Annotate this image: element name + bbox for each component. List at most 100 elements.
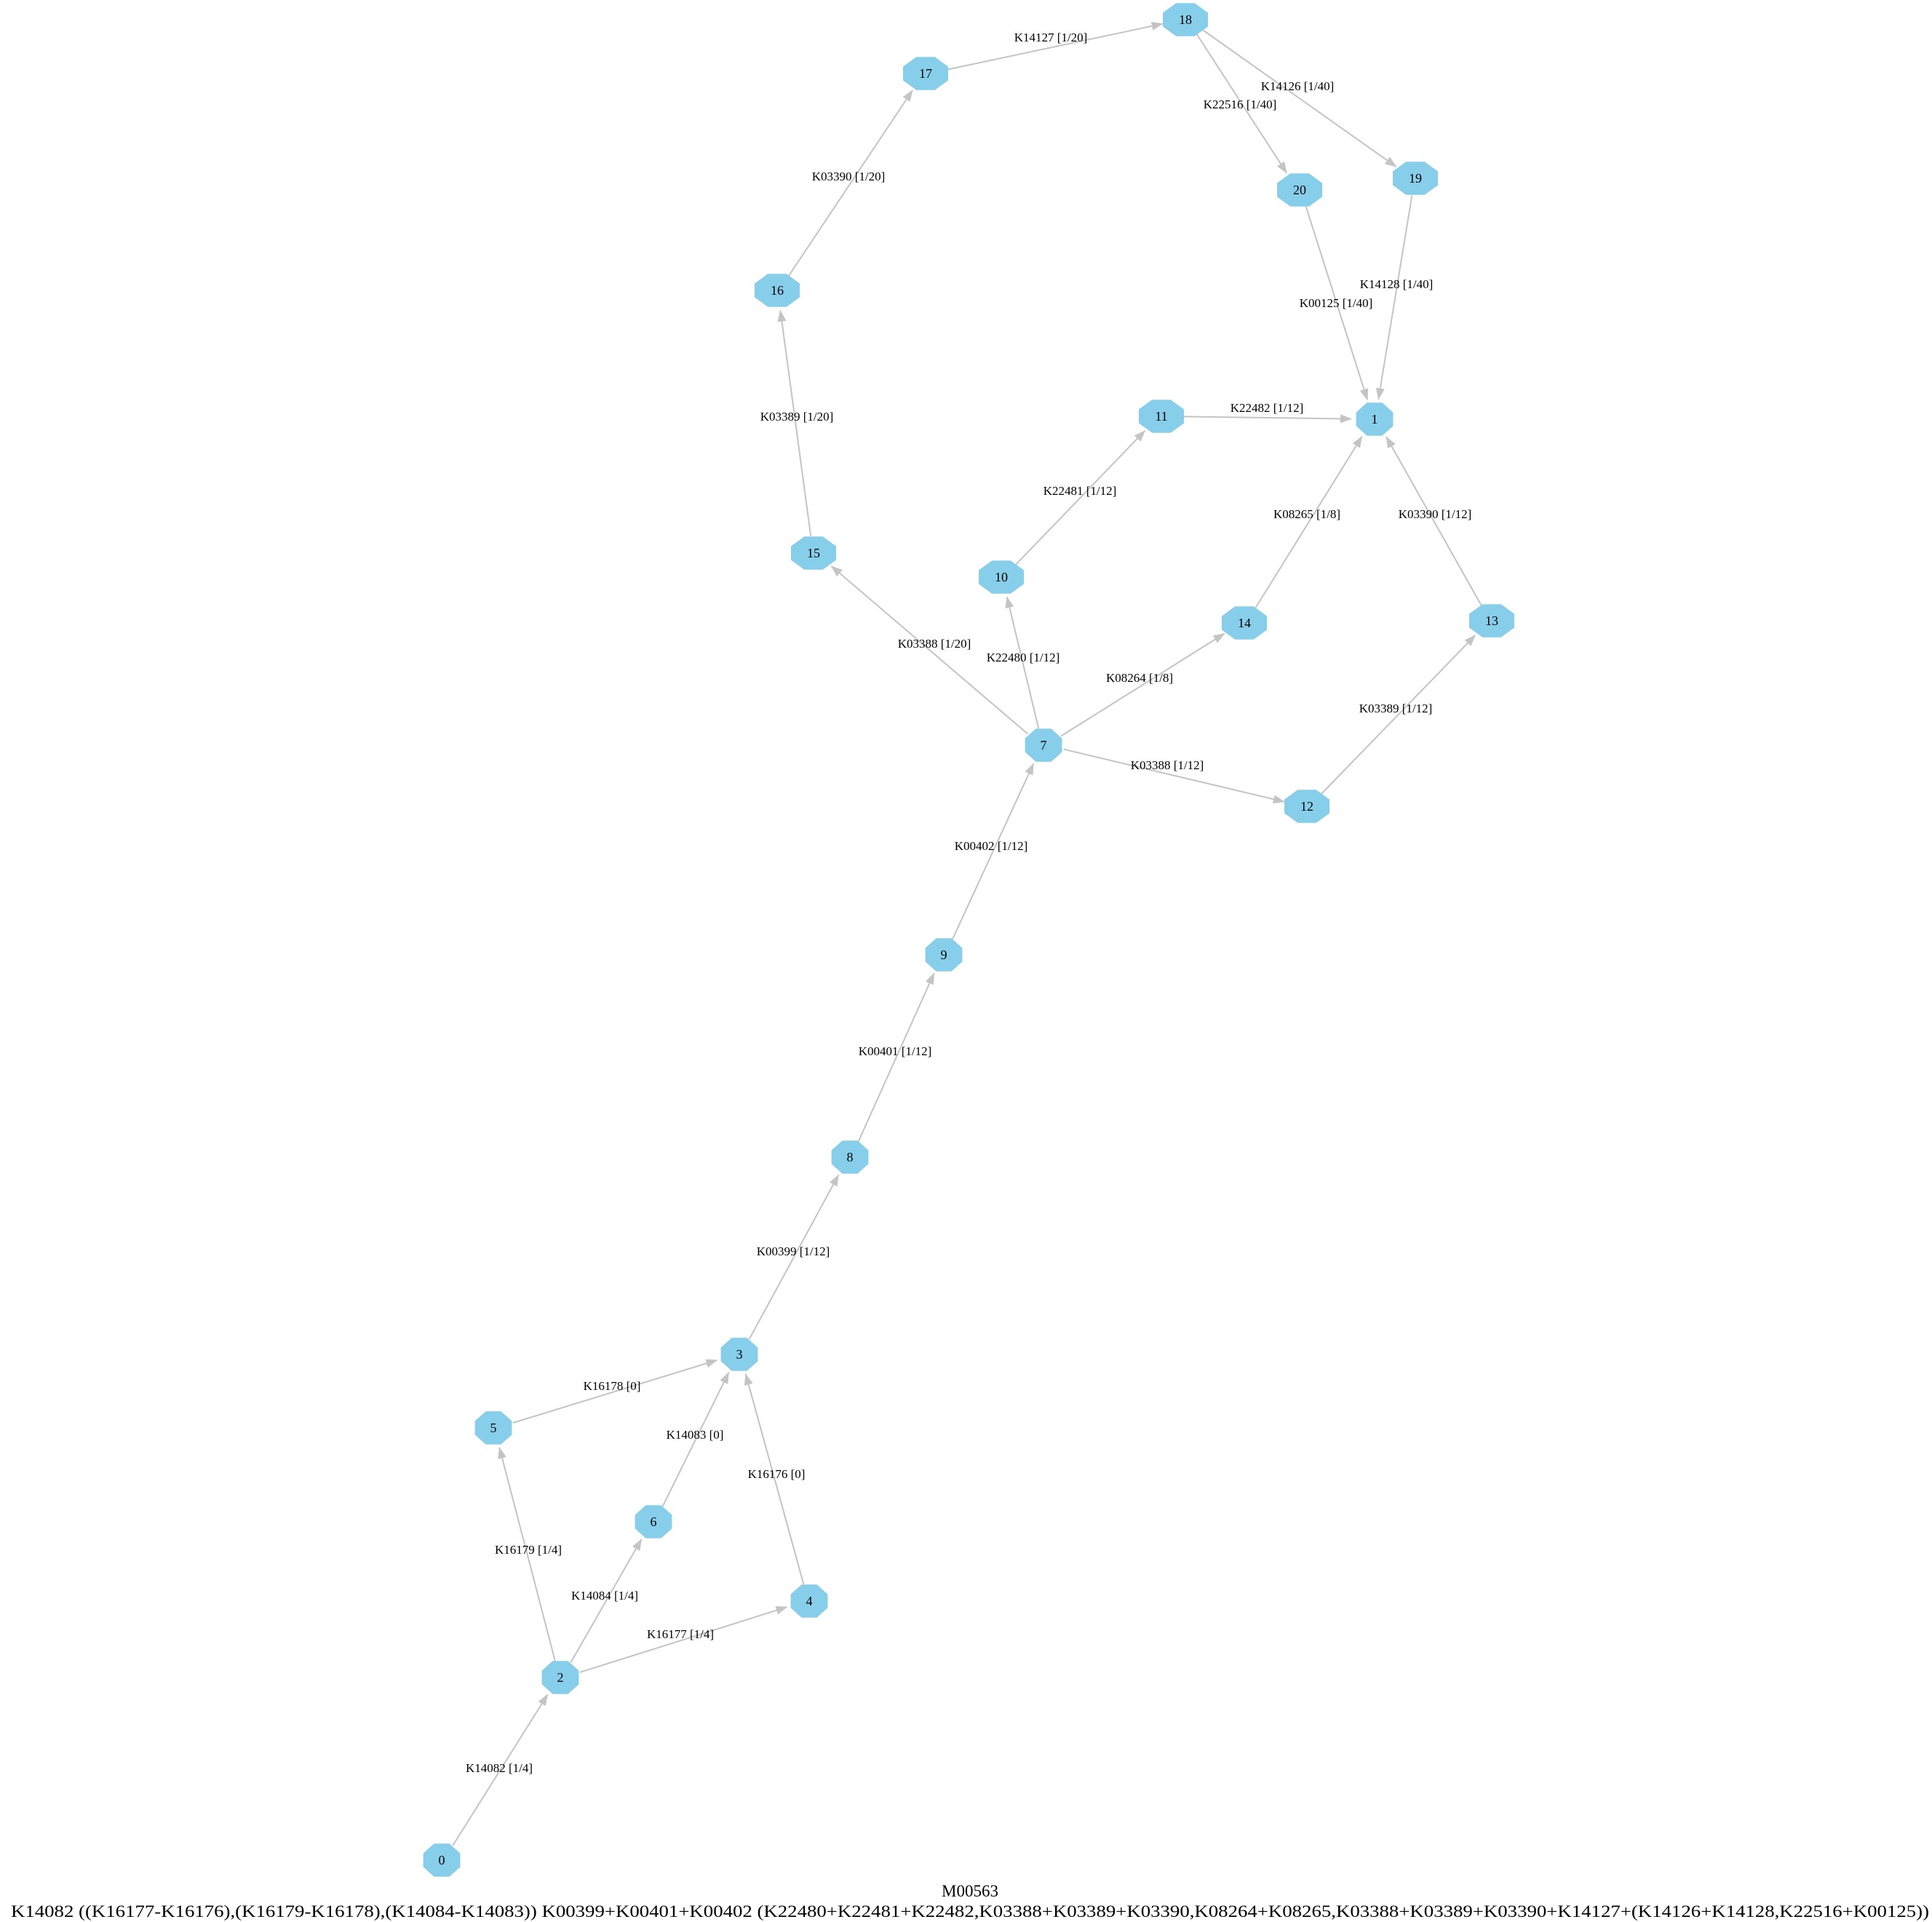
edge-7-14 <box>1060 632 1225 737</box>
edge-label-13-1: K03390 [1/12] <box>1399 507 1472 521</box>
node-shape-15 <box>791 536 836 570</box>
node-shape-4 <box>790 1584 828 1618</box>
edge-17-18 <box>945 21 1164 71</box>
node-label-6: 6 <box>651 1514 657 1529</box>
node-shape-19 <box>1393 162 1438 195</box>
edge-label-20-1: K00125 [1/40] <box>1300 296 1373 310</box>
node-label-10: 10 <box>995 570 1008 584</box>
node-shape-17 <box>903 57 948 90</box>
node-label-17: 17 <box>919 66 932 81</box>
edges <box>452 21 1482 1846</box>
node-label-20: 20 <box>1293 183 1306 197</box>
node-18: 18 <box>1163 3 1208 36</box>
edge-19-1 <box>1375 195 1413 400</box>
edge-label-6-3: K14083 [0] <box>667 1428 724 1442</box>
node-20: 20 <box>1277 173 1322 207</box>
node-2: 2 <box>541 1661 579 1694</box>
node-label-3: 3 <box>736 1347 743 1362</box>
edge-label-19-1: K14128 [1/40] <box>1360 277 1434 291</box>
node-label-8: 8 <box>847 1150 854 1164</box>
edge-label-15-16: K03389 [1/20] <box>760 410 834 424</box>
edge-18-19 <box>1201 28 1397 167</box>
node-label-0: 0 <box>439 1853 445 1867</box>
edge-label-7-10: K22480 [1/12] <box>987 651 1060 664</box>
edge-label-3-8: K00399 [1/12] <box>757 1244 830 1258</box>
edge-label-2-6: K14084 [1/4] <box>571 1589 638 1603</box>
node-shape-13 <box>1469 604 1514 638</box>
node-label-1: 1 <box>1372 412 1378 426</box>
edge-12-13 <box>1321 635 1476 795</box>
edge-18-20 <box>1196 33 1288 174</box>
edge-8-9 <box>857 972 935 1142</box>
node-shape-9 <box>925 938 963 972</box>
node-11: 11 <box>1139 400 1184 433</box>
node-shape-5 <box>474 1411 512 1445</box>
node-8: 8 <box>831 1140 869 1174</box>
edge-6-3 <box>661 1372 730 1507</box>
edge-2-4 <box>579 1606 788 1673</box>
edge-label-11-1: K22482 [1/12] <box>1231 401 1304 415</box>
node-4: 4 <box>790 1584 828 1618</box>
edge-label-14-1: K08265 [1/8] <box>1273 507 1340 521</box>
node-shape-1 <box>1356 402 1394 436</box>
node-label-13: 13 <box>1485 613 1498 628</box>
node-label-15: 15 <box>807 546 820 560</box>
node-14: 14 <box>1222 606 1267 640</box>
node-label-12: 12 <box>1300 799 1313 814</box>
edge-7-15 <box>830 565 1029 735</box>
edge-label-2-4: K16177 [1/4] <box>647 1627 714 1641</box>
node-0: 0 <box>423 1843 461 1877</box>
edge-label-18-19: K14126 [1/40] <box>1261 79 1335 93</box>
edge-label-17-18: K14127 [1/20] <box>1014 31 1088 44</box>
edge-4-3 <box>744 1373 805 1585</box>
node-label-11: 11 <box>1155 409 1167 424</box>
node-shape-6 <box>635 1505 672 1538</box>
edge-11-1 <box>1181 414 1353 424</box>
edge-label-5-3: K16178 [0] <box>584 1379 641 1393</box>
edge-0-2 <box>452 1693 549 1846</box>
edge-13-1 <box>1386 436 1482 606</box>
edge-2-6 <box>570 1538 643 1663</box>
node-label-7: 7 <box>1041 738 1047 752</box>
edge-label-9-7: K00402 [1/12] <box>955 839 1028 853</box>
node-19: 19 <box>1393 162 1438 195</box>
node-10: 10 <box>979 560 1024 594</box>
node-shape-12 <box>1284 790 1329 823</box>
node-label-4: 4 <box>806 1594 813 1608</box>
node-shape-16 <box>755 274 800 307</box>
edge-20-1 <box>1305 206 1369 401</box>
node-label-14: 14 <box>1238 616 1251 630</box>
edge-label-18-20: K22516 [1/40] <box>1204 98 1277 111</box>
edge-label-8-9: K00401 [1/12] <box>859 1044 932 1058</box>
node-label-18: 18 <box>1179 12 1192 27</box>
node-shape-3 <box>720 1338 758 1371</box>
edge-9-7 <box>952 763 1035 940</box>
edge-label-12-13: K03389 [1/12] <box>1359 702 1433 715</box>
edge-10-11 <box>1015 430 1146 565</box>
diagram-title: M00563 <box>942 1882 998 1900</box>
module-definition: K14082 ((K16177-K16176),(K16179-K16178),… <box>11 1902 1929 1921</box>
edge-2-5 <box>498 1447 556 1661</box>
edge-label-16-17: K03390 [1/20] <box>812 170 886 183</box>
node-3: 3 <box>720 1338 758 1371</box>
node-shape-20 <box>1277 173 1322 207</box>
edge-7-12 <box>1063 748 1285 804</box>
node-17: 17 <box>903 57 948 90</box>
node-7: 7 <box>1025 728 1062 762</box>
edge-label-7-12: K03388 [1/12] <box>1131 758 1204 772</box>
edge-14-1 <box>1255 435 1363 609</box>
node-label-5: 5 <box>490 1421 497 1435</box>
edge-label-2-5: K16179 [1/4] <box>495 1543 562 1557</box>
node-6: 6 <box>635 1505 672 1538</box>
node-label-9: 9 <box>941 948 947 962</box>
edge-label-10-11: K22481 [1/12] <box>1043 484 1117 498</box>
edge-15-16 <box>777 309 812 536</box>
node-15: 15 <box>791 536 836 570</box>
edge-16-17 <box>787 90 913 277</box>
edge-3-8 <box>748 1174 840 1340</box>
node-shape-14 <box>1222 606 1267 640</box>
node-shape-2 <box>541 1661 579 1694</box>
node-16: 16 <box>755 274 800 307</box>
edge-7-10 <box>1005 596 1040 728</box>
